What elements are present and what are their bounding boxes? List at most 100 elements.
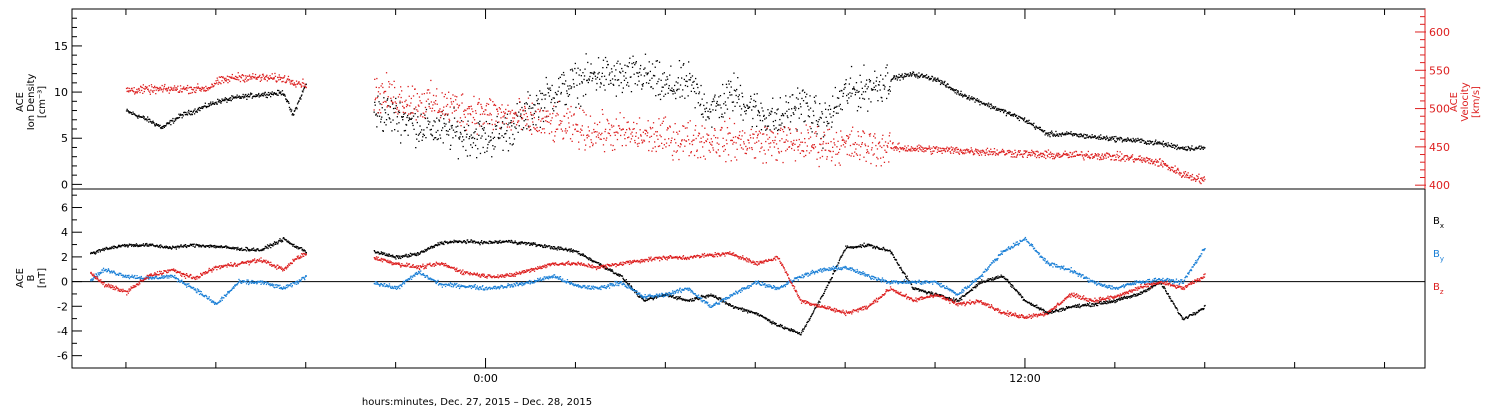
velocity-point xyxy=(855,148,857,150)
density-point xyxy=(1093,136,1095,138)
bx-point xyxy=(178,247,180,249)
density-point xyxy=(860,106,862,109)
density-point xyxy=(493,148,495,150)
density-point xyxy=(558,77,560,80)
velocity-point xyxy=(374,78,376,80)
velocity-point xyxy=(291,81,293,83)
velocity-point xyxy=(800,132,802,134)
velocity-point xyxy=(545,110,547,112)
bx-point xyxy=(264,247,266,249)
density-point xyxy=(648,61,650,63)
density-point xyxy=(990,103,992,105)
bx-point xyxy=(288,241,290,243)
density-point xyxy=(980,101,983,103)
velocity-point xyxy=(146,86,148,88)
density-point xyxy=(695,92,697,95)
density-point xyxy=(494,146,496,148)
density-point xyxy=(458,137,460,139)
bx-point xyxy=(180,244,182,246)
velocity-point xyxy=(1087,150,1089,153)
bx-point xyxy=(164,246,166,248)
velocity-point xyxy=(842,144,845,146)
velocity-point xyxy=(1194,178,1196,180)
density-point xyxy=(506,130,508,132)
density-point xyxy=(786,110,788,112)
bx-point xyxy=(204,246,207,248)
velocity-point xyxy=(223,81,225,84)
density-point xyxy=(1171,144,1174,146)
velocity-point xyxy=(878,142,880,144)
bx-point xyxy=(464,241,467,243)
bx-point xyxy=(262,249,264,251)
bx-point xyxy=(419,253,421,255)
density-point xyxy=(178,116,181,119)
velocity-point xyxy=(1005,153,1007,155)
bx-point xyxy=(560,248,563,250)
velocity-point xyxy=(910,148,912,150)
density-point xyxy=(587,81,589,84)
density-series xyxy=(125,53,1206,160)
density-point xyxy=(859,74,861,76)
velocity-point xyxy=(633,121,635,124)
density-point xyxy=(416,138,418,140)
velocity-point xyxy=(178,91,181,93)
bx-point xyxy=(425,250,427,252)
velocity-point xyxy=(956,146,958,149)
velocity-point xyxy=(532,121,534,123)
density-point xyxy=(799,103,801,105)
bx-point xyxy=(429,246,432,248)
velocity-point xyxy=(547,115,550,117)
density-point xyxy=(911,72,914,75)
velocity-point xyxy=(599,138,601,140)
bx-point xyxy=(675,296,678,298)
velocity-point xyxy=(396,108,398,110)
velocity-point xyxy=(656,131,658,133)
density-point xyxy=(132,111,134,113)
density-point xyxy=(1098,135,1100,137)
velocity-point xyxy=(695,137,697,140)
bx-point xyxy=(97,249,99,252)
velocity-point xyxy=(149,93,151,95)
velocity-point xyxy=(300,86,302,88)
density-point xyxy=(398,111,401,114)
velocity-point xyxy=(1064,150,1066,152)
velocity-point xyxy=(397,113,399,115)
velocity-point xyxy=(492,101,494,103)
density-point xyxy=(1000,108,1002,110)
density-point xyxy=(640,74,642,76)
density-point xyxy=(481,128,484,130)
density-point xyxy=(191,113,193,116)
density-point xyxy=(466,155,469,157)
velocity-point xyxy=(1113,159,1115,161)
velocity-point xyxy=(1016,156,1018,158)
velocity-point xyxy=(1013,153,1015,155)
velocity-point xyxy=(771,154,773,157)
density-point xyxy=(792,94,794,96)
density-point xyxy=(974,101,976,103)
density-point xyxy=(451,124,453,127)
velocity-point xyxy=(922,148,924,151)
velocity-point xyxy=(485,109,487,111)
density-point xyxy=(780,115,783,117)
density-point xyxy=(1012,113,1014,116)
density-point xyxy=(837,112,839,114)
density-point xyxy=(810,127,812,130)
velocity-point xyxy=(619,112,621,114)
velocity-point xyxy=(728,132,730,134)
density-point xyxy=(884,86,886,88)
density-point xyxy=(715,109,717,111)
bx-point xyxy=(521,242,523,244)
velocity-point xyxy=(883,144,885,147)
bx-point xyxy=(790,329,792,331)
velocity-point xyxy=(515,124,518,126)
velocity-point xyxy=(732,143,734,145)
bx-point xyxy=(130,243,132,246)
density-point xyxy=(554,91,557,94)
density-point xyxy=(785,95,787,97)
density-point xyxy=(403,113,405,115)
velocity-point xyxy=(640,135,642,137)
bx-point xyxy=(788,329,790,331)
density-point xyxy=(544,98,546,100)
density-point xyxy=(932,80,934,82)
velocity-point xyxy=(706,133,708,135)
